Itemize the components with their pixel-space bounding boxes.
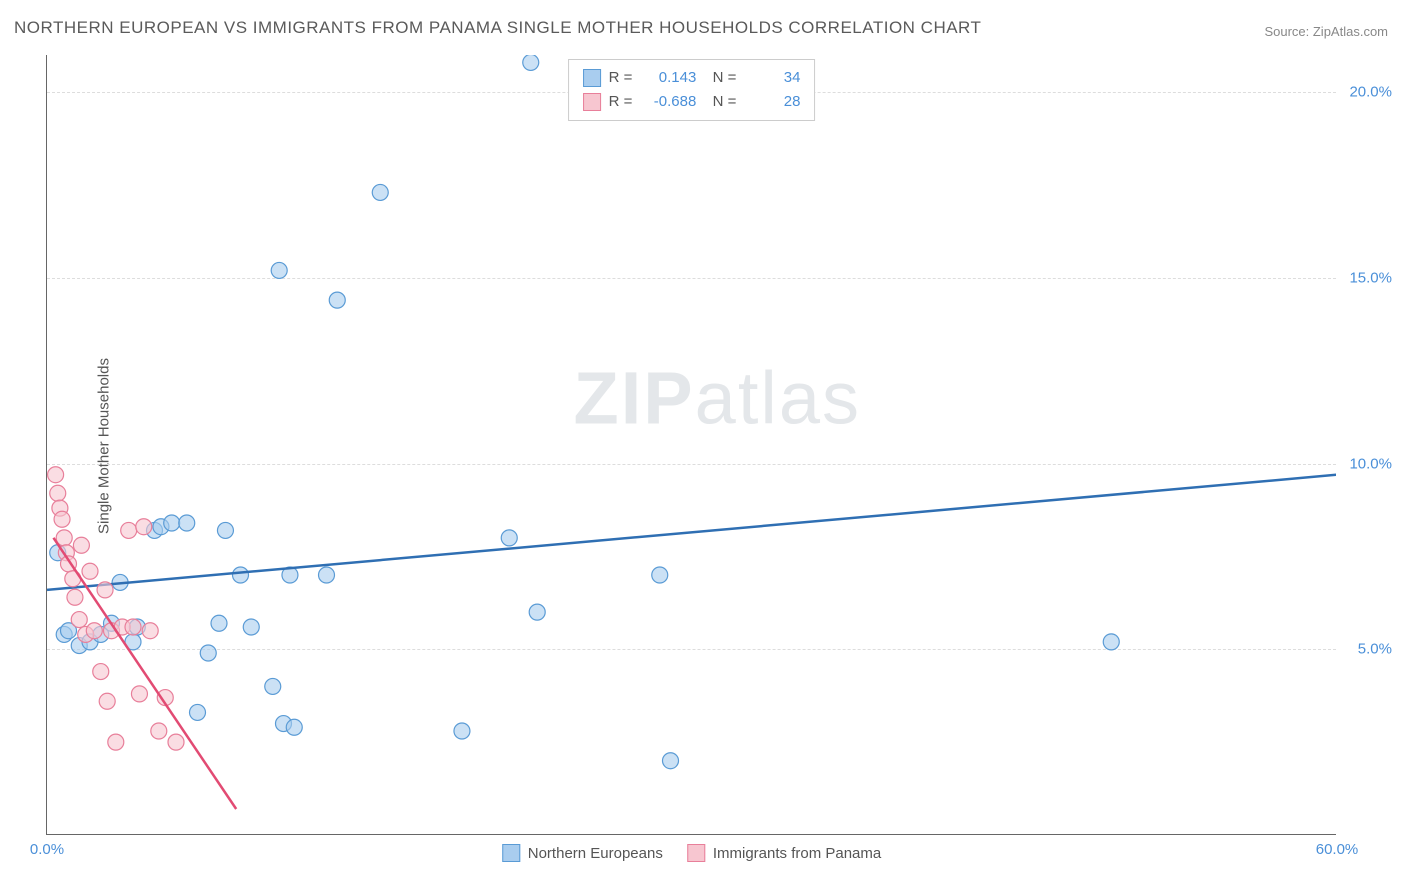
- legend-n-0: 34: [744, 66, 800, 90]
- legend-r-0: 0.143: [640, 66, 696, 90]
- y-tick-label: 5.0%: [1358, 641, 1392, 658]
- scatter-point: [48, 467, 64, 483]
- scatter-point: [1103, 634, 1119, 650]
- y-tick-label: 15.0%: [1349, 269, 1392, 286]
- scatter-point: [243, 619, 259, 635]
- x-tick-label: 0.0%: [30, 841, 64, 858]
- scatter-point: [82, 563, 98, 579]
- scatter-point: [652, 567, 668, 583]
- scatter-point: [151, 723, 167, 739]
- scatter-point: [211, 615, 227, 631]
- plot-area: ZIPatlas R = 0.143 N = 34 R = -0.688 N =…: [46, 55, 1336, 835]
- legend-item-0: Northern Europeans: [502, 844, 663, 862]
- scatter-point: [190, 704, 206, 720]
- scatter-point: [200, 645, 216, 661]
- scatter-point: [501, 530, 517, 546]
- scatter-point: [131, 686, 147, 702]
- scatter-point: [121, 522, 137, 538]
- scatter-point: [97, 582, 113, 598]
- scatter-point: [523, 55, 539, 70]
- scatter-point: [99, 693, 115, 709]
- scatter-point: [454, 723, 470, 739]
- legend-swatch-icon: [687, 844, 705, 862]
- y-tick-label: 20.0%: [1349, 84, 1392, 101]
- scatter-svg: [47, 55, 1336, 834]
- scatter-point: [67, 589, 83, 605]
- legend-label-1: Immigrants from Panama: [713, 845, 881, 862]
- legend-label-0: Northern Europeans: [528, 845, 663, 862]
- legend-stats-row-0: R = 0.143 N = 34: [583, 66, 801, 90]
- scatter-point: [372, 184, 388, 200]
- legend-swatch-1: [583, 93, 601, 111]
- source-label: Source: ZipAtlas.com: [1264, 24, 1388, 39]
- legend-item-1: Immigrants from Panama: [687, 844, 881, 862]
- legend-stats-row-1: R = -0.688 N = 28: [583, 90, 801, 114]
- scatter-point: [319, 567, 335, 583]
- scatter-point: [71, 612, 87, 628]
- trend-line: [53, 538, 236, 809]
- scatter-point: [125, 619, 141, 635]
- scatter-point: [136, 519, 152, 535]
- scatter-point: [108, 734, 124, 750]
- chart-title: NORTHERN EUROPEAN VS IMMIGRANTS FROM PAN…: [14, 18, 981, 38]
- scatter-point: [142, 623, 158, 639]
- scatter-point: [529, 604, 545, 620]
- legend-stats: R = 0.143 N = 34 R = -0.688 N = 28: [568, 59, 816, 121]
- y-tick-label: 10.0%: [1349, 455, 1392, 472]
- scatter-point: [50, 485, 66, 501]
- scatter-point: [265, 678, 281, 694]
- scatter-point: [271, 262, 287, 278]
- scatter-point: [86, 623, 102, 639]
- trend-line: [47, 475, 1336, 590]
- legend-n-1: 28: [744, 90, 800, 114]
- legend-swatch-0: [583, 69, 601, 87]
- scatter-point: [73, 537, 89, 553]
- scatter-point: [233, 567, 249, 583]
- scatter-point: [164, 515, 180, 531]
- legend-r-1: -0.688: [640, 90, 696, 114]
- legend-bottom: Northern Europeans Immigrants from Panam…: [502, 844, 881, 862]
- legend-swatch-icon: [502, 844, 520, 862]
- scatter-point: [217, 522, 233, 538]
- scatter-point: [663, 753, 679, 769]
- scatter-point: [286, 719, 302, 735]
- scatter-point: [168, 734, 184, 750]
- scatter-point: [179, 515, 195, 531]
- scatter-point: [54, 511, 70, 527]
- scatter-point: [93, 664, 109, 680]
- scatter-point: [329, 292, 345, 308]
- x-tick-label: 60.0%: [1316, 841, 1359, 858]
